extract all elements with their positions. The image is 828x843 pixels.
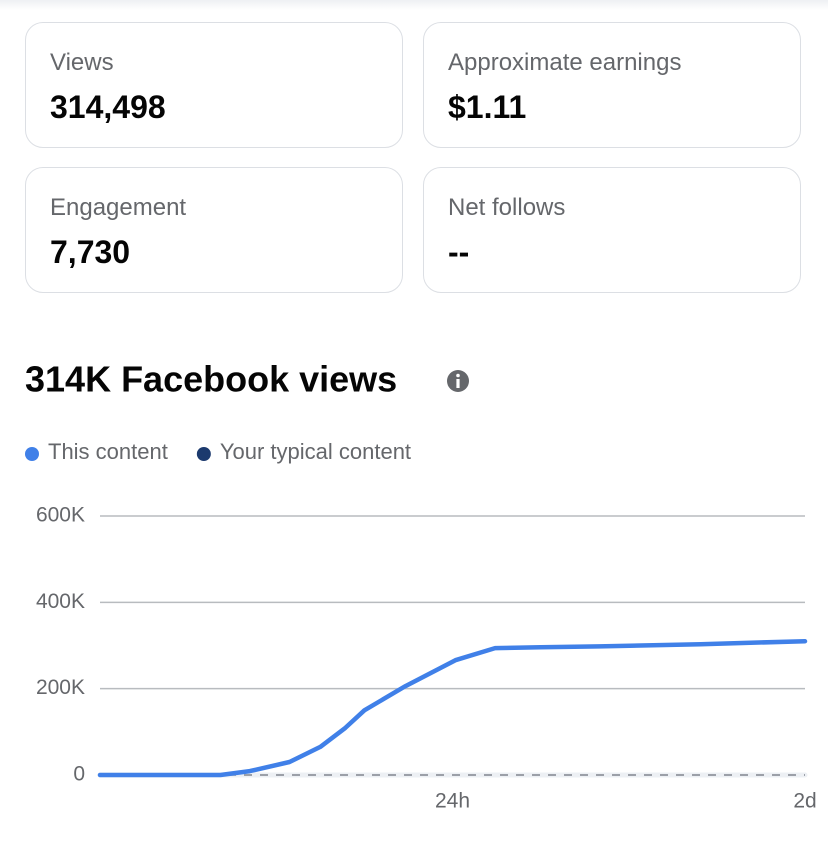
info-bar xyxy=(456,379,460,388)
stat-card[interactable]: Engagement 7,730 xyxy=(25,167,403,293)
legend-dot xyxy=(196,447,211,461)
series-line xyxy=(97,638,808,778)
top-shade xyxy=(0,0,828,10)
x-tick-label: 2d xyxy=(793,790,816,813)
info-dot xyxy=(456,373,460,378)
x-tick-label: 24h xyxy=(435,790,470,813)
legend-label: This content xyxy=(48,439,168,464)
card-label: Views xyxy=(50,49,114,76)
card-value: 314,498 xyxy=(50,89,166,125)
legend-dot xyxy=(25,447,39,461)
card-label: Engagement xyxy=(50,194,187,221)
y-tick-label: 200K xyxy=(36,676,85,699)
stat-card[interactable]: Views 314,498 xyxy=(25,22,403,148)
legend-label: Your typical content xyxy=(220,439,411,464)
y-tick-label: 0 xyxy=(73,763,85,786)
card-value: $1.11 xyxy=(448,89,527,125)
stat-card[interactable]: Net follows -- xyxy=(423,167,801,293)
y-tick-label: 600K xyxy=(36,504,85,527)
info-icon[interactable] xyxy=(447,370,469,392)
card-label: Net follows xyxy=(448,194,566,221)
chart-title: 314K Facebook views xyxy=(25,359,397,400)
y-tick-label: 400K xyxy=(36,590,85,613)
card-value: -- xyxy=(448,234,470,270)
stat-card[interactable]: Approximate earnings $1.11 xyxy=(423,22,801,148)
card-value: 7,730 xyxy=(50,234,131,270)
card-label: Approximate earnings xyxy=(448,49,682,76)
